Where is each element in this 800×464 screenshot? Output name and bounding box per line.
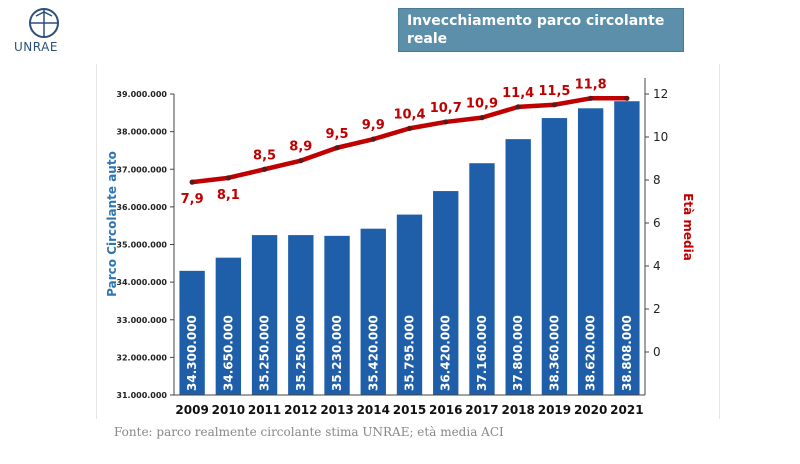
eta-media-label: 11,4: [502, 86, 534, 101]
x-tick-label: 2019: [538, 403, 571, 417]
eta-media-label: 10,9: [466, 97, 498, 112]
x-tick-label: 2014: [357, 403, 390, 417]
chart-title: Invecchiamento parco circolante reale: [407, 13, 665, 47]
bar-2020: [577, 108, 604, 396]
bar-value-label: 38.360.000: [547, 315, 561, 391]
source-note: Fonte: parco realmente circolante stima …: [114, 425, 504, 439]
eta-media-point: [225, 175, 231, 181]
bar-value-label: 38.620.000: [584, 315, 598, 391]
bar-2018: [505, 139, 531, 395]
y-tick-label: 39.000.000: [116, 90, 167, 99]
eta-media-label: 9,5: [326, 127, 349, 142]
eta-media-label: 7,9: [181, 192, 204, 207]
eta-media-point: [406, 125, 413, 131]
eta-media-label: 8,5: [253, 148, 276, 163]
eta-media-point: [479, 115, 485, 121]
eta-media-label: 10,4: [393, 107, 425, 122]
x-tick-label: 2012: [284, 403, 317, 417]
bar-2012: [288, 235, 314, 395]
bar-value-label: 35.250.000: [258, 315, 272, 391]
bar-2016: [433, 191, 459, 395]
bar-value-label: 37.800.000: [511, 315, 525, 391]
eta-media-point: [298, 158, 304, 164]
bar-2013: [324, 235, 350, 395]
eta-media-point: [261, 166, 268, 172]
x-tick-label: 2018: [501, 403, 534, 417]
logo-wordmark: UNRAE: [14, 40, 58, 54]
bar-2017: [469, 163, 495, 395]
bar-value-label: 34.650.000: [221, 315, 235, 391]
bar-value-label: 38.808.000: [620, 315, 634, 391]
y-tick-label: 35.000.000: [116, 241, 167, 250]
bar-2021: [614, 101, 640, 395]
x-tick-label: 2011: [248, 403, 281, 417]
chart-title-box: Invecchiamento parco circolante reale: [398, 8, 684, 52]
y-tick-label: 37.000.000: [116, 165, 167, 174]
eta-media-point: [334, 145, 340, 151]
eta-media-point: [443, 119, 449, 125]
bar-2011: [251, 235, 278, 395]
unrae-logo: UNRAE: [14, 6, 74, 56]
bar-value-label: 37.160.000: [475, 315, 489, 391]
x-tick-label: 2020: [574, 403, 607, 417]
x-tick-label: 2016: [429, 403, 462, 417]
y-tick-label: 34.000.000: [116, 278, 167, 287]
eta-media-point: [515, 104, 521, 110]
eta-media-point: [624, 95, 630, 101]
eta-media-point: [189, 179, 195, 185]
y2-tick-label: 10: [653, 130, 668, 144]
x-tick-label: 2013: [320, 403, 353, 417]
bar-value-label: 35.250.000: [294, 315, 308, 391]
x-tick-label: 2017: [465, 403, 498, 417]
y2-tick-label: 2: [653, 302, 661, 316]
bar-value-label: 35.230.000: [330, 315, 344, 391]
bar-2015: [396, 214, 423, 395]
eta-media-point: [588, 95, 594, 101]
y-axis-label: Parco Circolante auto: [105, 151, 119, 297]
bar-value-label: 35.795.000: [403, 315, 417, 391]
bar-2014: [360, 228, 386, 395]
unrae-emblem-icon: [29, 8, 59, 38]
y2-axis-label: Età media: [681, 193, 695, 261]
eta-media-label: 8,9: [289, 140, 312, 155]
x-tick-label: 2009: [175, 403, 208, 417]
y-tick-label: 32.000.000: [116, 353, 167, 362]
bar-2009: [179, 270, 205, 395]
bar-value-label: 34.300.000: [185, 315, 199, 391]
y-tick-label: 31.000.000: [116, 391, 167, 400]
y2-tick-label: 6: [653, 216, 661, 230]
eta-media-label: 10,7: [430, 101, 462, 116]
bar-2019: [541, 118, 568, 395]
eta-media-label: 9,9: [362, 118, 385, 133]
eta-media-point: [370, 136, 376, 142]
bar-value-label: 36.420.000: [439, 315, 453, 391]
bar-value-label: 35.420.000: [366, 315, 380, 391]
eta-media-point: [551, 102, 558, 108]
y-tick-label: 33.000.000: [116, 316, 167, 325]
y-tick-label: 38.000.000: [116, 128, 167, 137]
eta-media-label: 11,8: [575, 77, 607, 92]
y2-tick-label: 12: [653, 87, 668, 101]
y-tick-label: 36.000.000: [116, 203, 167, 212]
bar-2010: [215, 257, 242, 395]
x-tick-label: 2015: [393, 403, 426, 417]
y2-tick-label: 8: [653, 173, 661, 187]
eta-media-label: 8,1: [217, 188, 240, 203]
y2-tick-label: 4: [653, 259, 661, 273]
x-tick-label: 2010: [212, 403, 245, 417]
x-tick-label: 2021: [610, 403, 643, 417]
y2-tick-label: 0: [653, 345, 661, 359]
chart-panel: [96, 64, 720, 419]
eta-media-label: 11,5: [538, 84, 570, 99]
